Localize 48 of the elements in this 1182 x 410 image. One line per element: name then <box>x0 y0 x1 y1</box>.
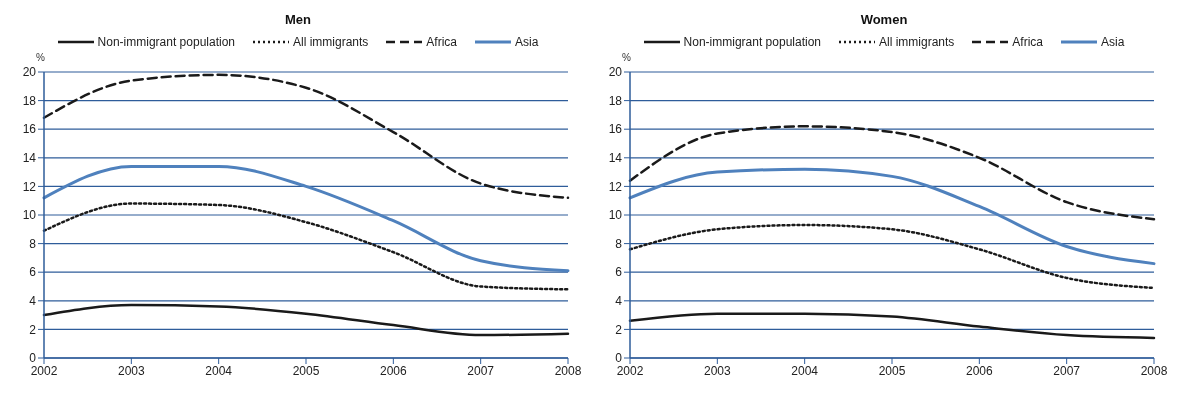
legend-label: All immigrants <box>293 35 369 49</box>
y-tick-label: 14 <box>608 151 623 166</box>
legend-label: Asia <box>1101 35 1125 49</box>
chart-title: Men <box>284 11 312 29</box>
x-tick-label: 2008 <box>554 363 582 378</box>
y-tick-label: 2 <box>29 322 37 337</box>
legend-label: Africa <box>426 35 458 49</box>
x-tick-label: 2006 <box>965 363 993 378</box>
chart-title: Women <box>859 11 909 29</box>
y-tick-label: 14 <box>22 151 37 166</box>
y-tick-label: 16 <box>22 122 37 137</box>
y-tick-label: 6 <box>615 265 623 280</box>
x-tick-label: 2007 <box>467 363 495 378</box>
y-tick-label: 10 <box>608 208 623 223</box>
x-tick-label: 2007 <box>1053 363 1081 378</box>
legend-label: All immigrants <box>879 35 955 49</box>
y-tick-label: 0 <box>615 351 623 366</box>
y-tick-label: 12 <box>608 179 623 194</box>
x-tick-label: 2002 <box>616 363 644 378</box>
x-tick-label: 2006 <box>379 363 407 378</box>
legend-label: Non-immigrant population <box>97 35 235 49</box>
x-tick-label: 2002 <box>30 363 58 378</box>
legend-label: Non-immigrant population <box>683 35 821 49</box>
x-tick-label: 2003 <box>703 363 731 378</box>
legend-label: Africa <box>1012 35 1044 49</box>
y-tick-label: 18 <box>608 93 623 108</box>
y-tick-label: 2 <box>615 322 623 337</box>
y-tick-label: 8 <box>615 236 623 251</box>
y-tick-label: 20 <box>608 65 623 80</box>
y-tick-label: 18 <box>22 93 37 108</box>
y-axis-title: % <box>621 52 632 65</box>
x-tick-label: 2004 <box>791 363 819 378</box>
x-tick-label: 2005 <box>292 363 320 378</box>
y-tick-label: 4 <box>615 294 623 309</box>
y-tick-label: 4 <box>29 294 37 309</box>
y-tick-label: 6 <box>29 265 37 280</box>
y-tick-label: 8 <box>29 236 37 251</box>
y-tick-label: 16 <box>608 122 623 137</box>
x-tick-label: 2003 <box>117 363 145 378</box>
y-tick-label: 12 <box>22 179 37 194</box>
x-tick-label: 2008 <box>1140 363 1168 378</box>
legend-label: Asia <box>515 35 539 49</box>
y-tick-label: 10 <box>22 208 37 223</box>
y-axis-title: % <box>35 52 46 65</box>
y-tick-label: 0 <box>29 351 37 366</box>
x-tick-label: 2005 <box>878 363 906 378</box>
y-tick-label: 20 <box>22 65 37 80</box>
x-tick-label: 2004 <box>205 363 233 378</box>
